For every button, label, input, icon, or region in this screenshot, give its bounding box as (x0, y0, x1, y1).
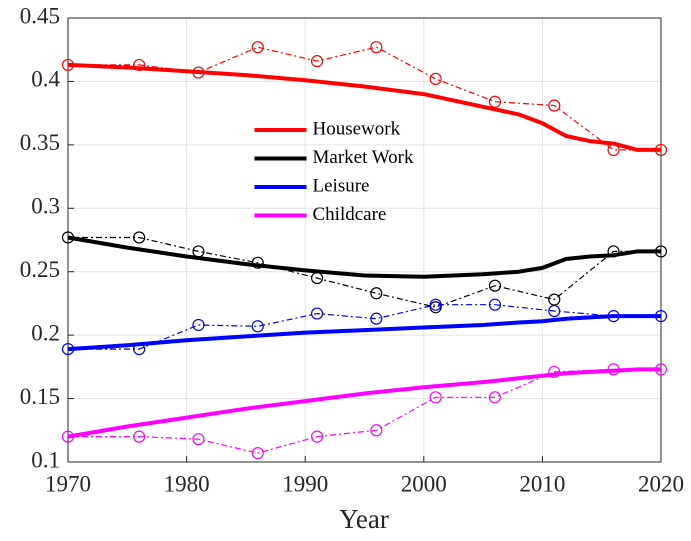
y-tick-label: 0.35 (20, 130, 60, 155)
series-line (67, 62, 661, 152)
x-tick-label: 1990 (282, 471, 328, 496)
observed-marker (488, 95, 502, 108)
observed-marker (429, 72, 442, 85)
observed-marker (133, 231, 146, 244)
observed-marker (192, 433, 205, 446)
observed-marker (310, 430, 324, 443)
observed-marker (429, 391, 442, 404)
series-line (67, 367, 661, 439)
x-tick-label: 2010 (519, 471, 565, 496)
observed-marker (370, 312, 383, 325)
observed-marker (133, 430, 146, 443)
observed-line (68, 236, 661, 308)
observed-marker (370, 424, 383, 437)
series-line (67, 235, 661, 279)
observed-marker (192, 318, 205, 332)
observed-marker (488, 279, 502, 292)
observed-marker (548, 99, 561, 112)
observed-marker (251, 41, 264, 54)
observed-marker (310, 55, 324, 68)
observed-marker (192, 245, 205, 258)
y-tick-label: 0.25 (20, 257, 60, 282)
y-tick-label: 0.3 (31, 194, 60, 219)
observed-marker (429, 301, 442, 314)
legend-label: Childcare (313, 204, 387, 225)
series-line (67, 314, 661, 352)
observed-marker (548, 304, 561, 318)
legend-label: Housework (313, 118, 401, 139)
y-tick-label: 0.2 (31, 320, 60, 345)
x-tick-label: 1980 (164, 471, 210, 496)
observed-line (68, 368, 661, 454)
x-tick-label: 1970 (45, 471, 91, 496)
y-tick-label: 0.4 (31, 67, 60, 92)
observed-marker (133, 58, 146, 72)
x-axis-label: Year (339, 504, 389, 534)
plot-frame (67, 17, 662, 463)
observed-marker (429, 298, 442, 311)
observed-marker (370, 41, 383, 54)
x-tick-label: 2000 (401, 471, 447, 496)
observed-marker (488, 391, 502, 404)
observed-marker (251, 447, 264, 460)
y-tick-label: 0.15 (20, 384, 60, 409)
legend-label: Market Work (313, 147, 415, 168)
observed-line (68, 304, 661, 350)
observed-marker (488, 298, 502, 311)
observed-marker (370, 287, 383, 300)
legend-label: Leisure (313, 175, 370, 196)
observed-marker (251, 320, 264, 333)
observed-line (68, 46, 661, 151)
y-tick-label: 0.45 (20, 3, 60, 28)
x-tick-label: 2020 (638, 471, 684, 496)
observed-marker (310, 307, 324, 320)
y-tick-label: 0.1 (31, 447, 60, 472)
